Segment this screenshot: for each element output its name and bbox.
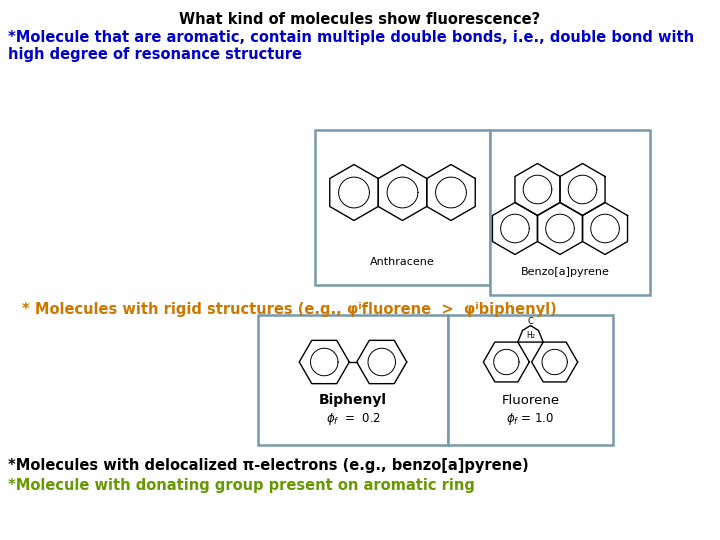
Text: H₂: H₂ — [526, 332, 535, 341]
Text: $\phi_f$ = 1.0: $\phi_f$ = 1.0 — [506, 411, 554, 427]
Text: C: C — [528, 316, 534, 326]
Bar — [258, 315, 448, 445]
Text: Benzo[a]pyrene: Benzo[a]pyrene — [521, 267, 609, 277]
Text: *Molecule that are aromatic, contain multiple double bonds, i.e., double bond wi: *Molecule that are aromatic, contain mul… — [8, 30, 694, 45]
Text: Biphenyl: Biphenyl — [319, 393, 387, 407]
Text: What kind of molecules show fluorescence?: What kind of molecules show fluorescence… — [179, 12, 541, 27]
Text: Anthracene: Anthracene — [370, 257, 435, 267]
Bar — [490, 130, 650, 295]
Text: *Molecules with delocalized π-electrons (e.g., benzo[a]pyrene): *Molecules with delocalized π-electrons … — [8, 458, 528, 473]
Text: Fluorene: Fluorene — [501, 394, 559, 407]
Bar — [315, 130, 490, 285]
Bar — [448, 315, 613, 445]
Text: high degree of resonance structure: high degree of resonance structure — [8, 47, 302, 62]
Text: *Molecule with donating group present on aromatic ring: *Molecule with donating group present on… — [8, 478, 475, 493]
Text: $\phi_f$  =  0.2: $\phi_f$ = 0.2 — [325, 411, 380, 427]
Text: * Molecules with rigid structures (e.g., φⁱfluorene  >  φⁱbiphenyl): * Molecules with rigid structures (e.g.,… — [22, 302, 557, 317]
